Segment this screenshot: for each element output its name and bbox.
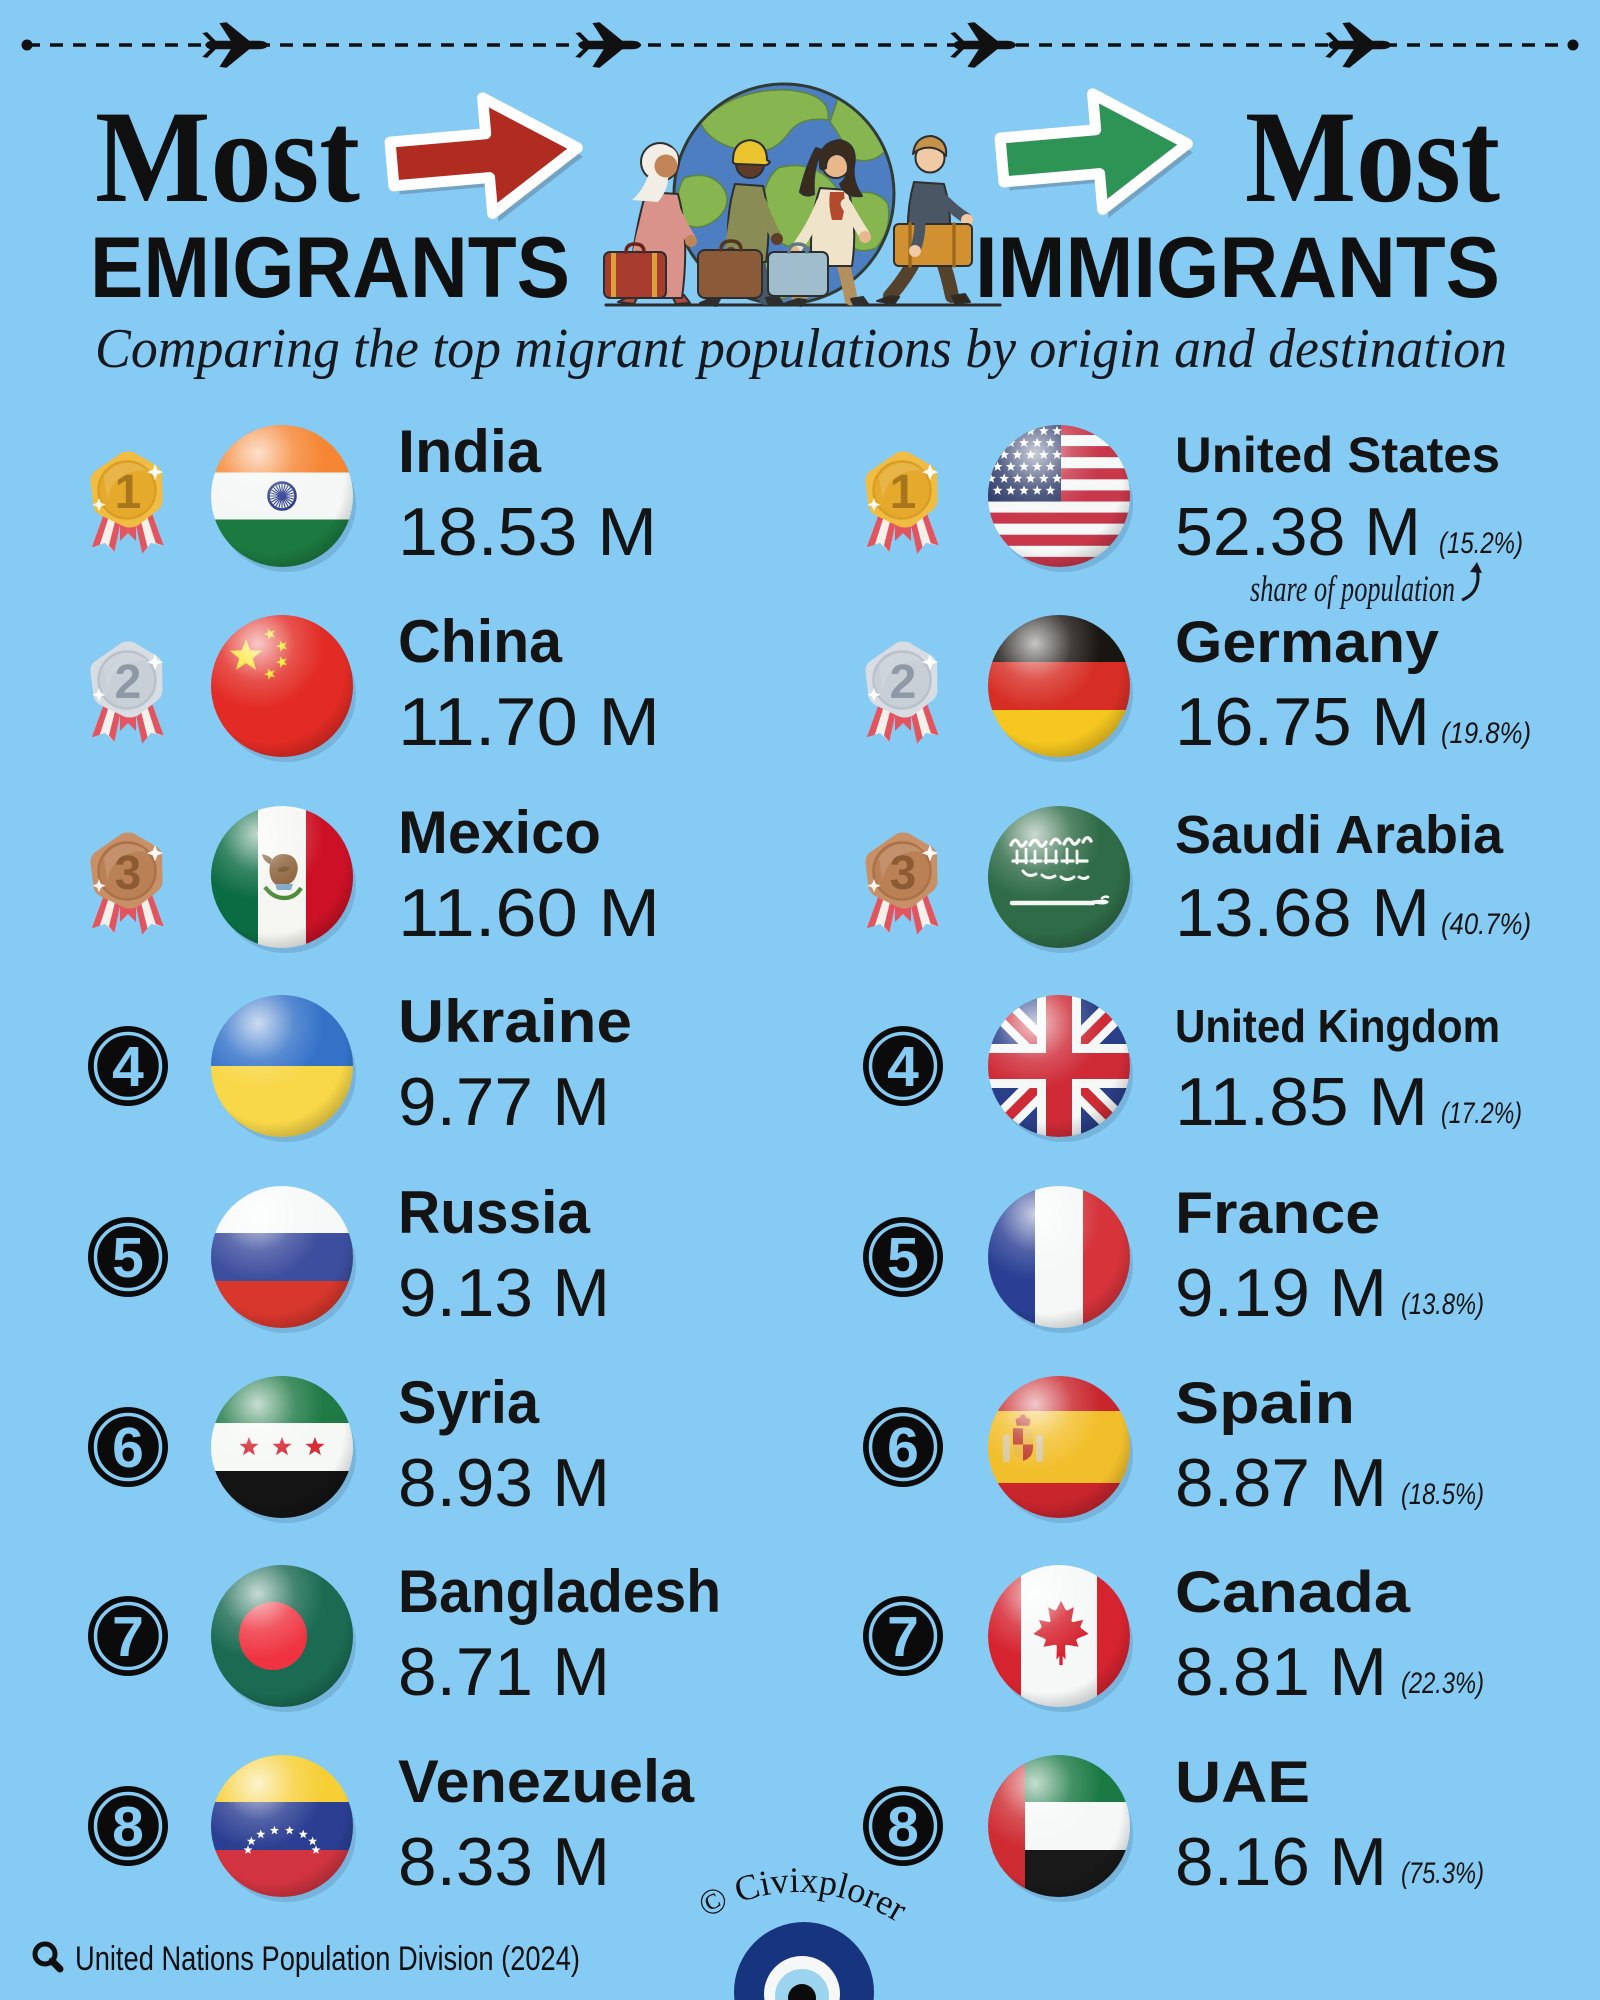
svg-text:5: 5 — [887, 1226, 919, 1290]
svg-text:8.87 M: 8.87 M — [1175, 1445, 1387, 1521]
svg-text:(18.5%): (18.5%) — [1401, 1478, 1484, 1511]
svg-text:share of population: share of population — [1250, 569, 1455, 610]
svg-text:3: 3 — [890, 847, 917, 900]
svg-text:5: 5 — [112, 1226, 144, 1290]
svg-text:Germany: Germany — [1175, 610, 1439, 675]
svg-text:Russia: Russia — [398, 1179, 591, 1246]
svg-text:Spain: Spain — [1175, 1371, 1355, 1436]
svg-text:EMIGRANTS: EMIGRANTS — [90, 220, 570, 316]
svg-text:(19.8%): (19.8%) — [1441, 717, 1531, 750]
svg-text:1: 1 — [115, 466, 142, 519]
svg-text:(75.3%): (75.3%) — [1401, 1857, 1484, 1890]
svg-text:France: France — [1175, 1181, 1380, 1246]
svg-text:7: 7 — [112, 1605, 144, 1669]
svg-text:(13.8%): (13.8%) — [1401, 1288, 1484, 1321]
svg-text:4: 4 — [112, 1035, 144, 1099]
svg-text:8.33 M: 8.33 M — [398, 1824, 610, 1900]
svg-text:13.68 M: 13.68 M — [1175, 875, 1430, 951]
svg-text:Saudi Arabia: Saudi Arabia — [1175, 805, 1504, 865]
svg-text:18.53 M: 18.53 M — [398, 494, 657, 570]
svg-text:11.70 M: 11.70 M — [398, 684, 660, 760]
svg-text:8.81 M: 8.81 M — [1175, 1634, 1387, 1710]
svg-text:8: 8 — [887, 1795, 919, 1859]
svg-text:Ukraine: Ukraine — [398, 988, 632, 1055]
svg-text:Syria: Syria — [398, 1369, 540, 1436]
svg-text:Canada: Canada — [1175, 1560, 1411, 1625]
svg-text:Most: Most — [95, 83, 360, 230]
svg-text:UAE: UAE — [1175, 1750, 1310, 1815]
svg-text:9.13 M: 9.13 M — [398, 1255, 610, 1331]
svg-text:6: 6 — [112, 1416, 144, 1480]
svg-text:11.85 M: 11.85 M — [1175, 1064, 1428, 1140]
svg-text:11.60 M: 11.60 M — [398, 875, 660, 951]
svg-text:4: 4 — [887, 1035, 919, 1099]
svg-text:8.93 M: 8.93 M — [398, 1445, 610, 1521]
svg-text:8: 8 — [112, 1795, 144, 1859]
svg-text:Venezuela: Venezuela — [398, 1748, 695, 1815]
svg-text:9.19 M: 9.19 M — [1175, 1255, 1387, 1331]
svg-text:(40.7%): (40.7%) — [1441, 908, 1531, 941]
svg-text:United Kingdom: United Kingdom — [1175, 1000, 1500, 1052]
svg-text:6: 6 — [887, 1416, 919, 1480]
svg-text:Most: Most — [1245, 83, 1500, 230]
svg-text:Comparing the top migrant popu: Comparing the top migrant populations by… — [95, 318, 1507, 380]
svg-text:(15.2%): (15.2%) — [1439, 527, 1523, 560]
svg-text:United Nations Population Divi: United Nations Population Division (2024… — [75, 1940, 580, 1978]
svg-text:Bangladesh: Bangladesh — [398, 1558, 721, 1625]
svg-text:United States: United States — [1175, 427, 1500, 483]
svg-text:India: India — [398, 418, 542, 485]
svg-text:7: 7 — [887, 1605, 919, 1669]
svg-text:9.77 M: 9.77 M — [398, 1064, 610, 1140]
svg-text:(22.3%): (22.3%) — [1401, 1667, 1484, 1700]
svg-text:8.16 M: 8.16 M — [1175, 1824, 1387, 1900]
svg-text:Mexico: Mexico — [398, 799, 601, 866]
svg-text:16.75 M: 16.75 M — [1175, 684, 1430, 760]
svg-text:China: China — [398, 608, 563, 675]
svg-text:(17.2%): (17.2%) — [1441, 1097, 1522, 1130]
svg-text:52.38 M: 52.38 M — [1175, 494, 1421, 570]
svg-text:IMMIGRANTS: IMMIGRANTS — [975, 220, 1500, 316]
svg-text:1: 1 — [890, 466, 917, 519]
svg-text:3: 3 — [115, 847, 142, 900]
svg-text:8.71 M: 8.71 M — [398, 1634, 610, 1710]
svg-text:2: 2 — [890, 656, 917, 709]
svg-text:2: 2 — [115, 656, 142, 709]
